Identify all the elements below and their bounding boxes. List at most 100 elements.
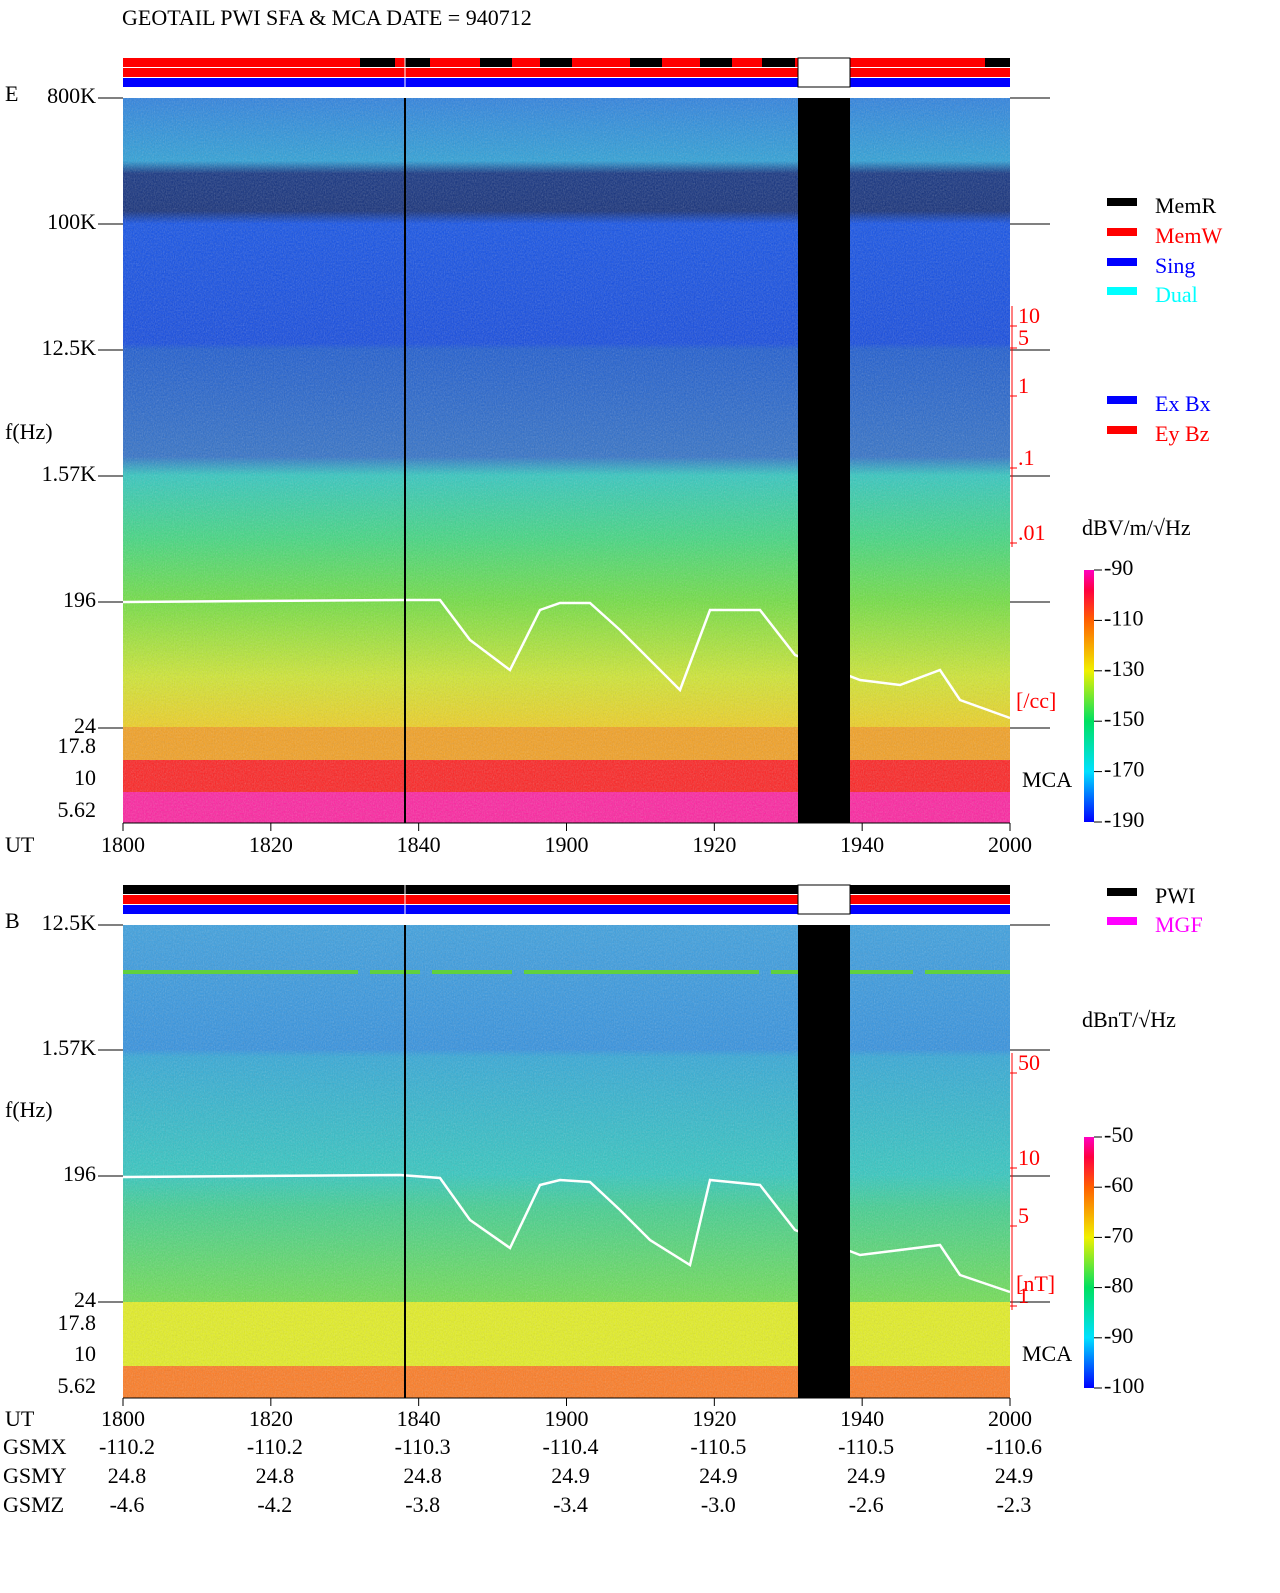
- colorbar-title: dBV/m/√Hz: [1082, 515, 1191, 540]
- colorbar-tick-label: -190: [1104, 807, 1144, 832]
- x-tick-label: 1920: [692, 832, 736, 857]
- orbit-value: -110.6: [986, 1434, 1042, 1459]
- colorbar-tick-label: -90: [1104, 555, 1133, 580]
- x-tick-label: 1800: [101, 832, 145, 857]
- status-bar: [123, 78, 1010, 87]
- legend-label: Ey Bz: [1155, 421, 1210, 446]
- x-tick-label: 1920: [692, 1406, 736, 1431]
- legend-swatch: [1107, 888, 1137, 896]
- colorbar: [1084, 1137, 1094, 1388]
- y-tick-label: 12.5K: [42, 910, 97, 935]
- status-segment: [123, 885, 1010, 894]
- noise: [123, 98, 1010, 823]
- orbit-value: -110.2: [247, 1434, 303, 1459]
- orbit-value: 24.9: [847, 1463, 886, 1488]
- orbit-value: 24.8: [256, 1463, 295, 1488]
- orbit-label: GSMY: [3, 1463, 67, 1488]
- noise: [123, 925, 1010, 1398]
- mca-tick-label: 17.8: [58, 1310, 97, 1335]
- orbit-value: -3.4: [553, 1492, 588, 1517]
- legend-label: MemR: [1155, 193, 1216, 218]
- legend-swatch: [1107, 917, 1137, 925]
- status-segment: [700, 58, 732, 67]
- x-axis-label: UT: [5, 1406, 35, 1431]
- y-tick-label: 196: [63, 587, 96, 612]
- x-tick-label: 2000: [988, 832, 1032, 857]
- legend-label: Ex Bx: [1155, 391, 1211, 416]
- orbit-value: -110.4: [542, 1434, 598, 1459]
- status-gap: [797, 57, 851, 88]
- x-tick-label: 2000: [988, 1406, 1032, 1431]
- density-unit: [/cc]: [1016, 688, 1056, 713]
- mca-tick-label: 10: [74, 765, 96, 790]
- x-tick-label: 1900: [545, 832, 589, 857]
- y-tick-label: 24: [74, 713, 96, 738]
- density-trace: [122, 598, 1011, 720]
- mca-tick-label: 5.62: [58, 797, 97, 822]
- x-tick-label: 1800: [101, 1406, 145, 1431]
- status-segment: [360, 58, 395, 67]
- colorbar-tick-label: -150: [1104, 706, 1144, 731]
- colorbar-tick-label: -70: [1104, 1222, 1133, 1247]
- mca-tick-label: 10: [74, 1341, 96, 1366]
- status-segment: [405, 58, 430, 67]
- density-tick-label: 10: [1018, 1145, 1040, 1170]
- density-tick-label: 50: [1018, 1050, 1040, 1075]
- y-tick-label: 12.5K: [42, 335, 97, 360]
- orbit-label: GSMZ: [3, 1492, 64, 1517]
- status-bar: [123, 905, 1010, 914]
- colorbar-tick-label: -130: [1104, 656, 1144, 681]
- colorbar-tick-label: -60: [1104, 1172, 1133, 1197]
- colorbar-tick-label: -90: [1104, 1323, 1133, 1348]
- legend-swatch: [1107, 396, 1137, 404]
- colorbar: [1084, 570, 1094, 822]
- orbit-value: -110.5: [690, 1434, 746, 1459]
- legend-swatch: [1107, 287, 1137, 295]
- density-tick-label: 5: [1018, 325, 1029, 350]
- x-tick-label: 1840: [397, 832, 441, 857]
- orbit-value: -4.6: [110, 1492, 145, 1517]
- legend-swatch: [1107, 228, 1137, 236]
- orbit-value: 24.9: [699, 1463, 738, 1488]
- orbit-value: -2.6: [849, 1492, 884, 1517]
- legend-swatch: [1107, 198, 1137, 206]
- component-label: B: [5, 908, 20, 933]
- x-tick-label: 1900: [545, 1406, 589, 1431]
- density-tick-label: .1: [1018, 445, 1035, 470]
- component-label: E: [5, 81, 18, 106]
- colorbar-tick-label: -110: [1104, 605, 1144, 630]
- status-segment: [480, 58, 512, 67]
- status-segment: [762, 58, 795, 67]
- mca-label: MCA: [1022, 767, 1072, 792]
- colorbar-tick-label: -170: [1104, 757, 1144, 782]
- data-gap: [798, 925, 850, 1398]
- legend-label: Sing: [1155, 253, 1195, 278]
- x-tick-label: 1840: [397, 1406, 441, 1431]
- orbit-value: -110.2: [99, 1434, 155, 1459]
- orbit-value: 24.9: [551, 1463, 590, 1488]
- orbit-value: -110.3: [395, 1434, 451, 1459]
- density-tick-label: 5: [1018, 1203, 1029, 1228]
- status-segment: [630, 58, 662, 67]
- orbit-value: -2.3: [997, 1492, 1032, 1517]
- colorbar-tick-label: -50: [1104, 1122, 1133, 1147]
- colorbar-title: dBnT/√Hz: [1082, 1007, 1176, 1032]
- density-tick-label: .01: [1018, 520, 1046, 545]
- density-unit: [nT]: [1016, 1271, 1055, 1296]
- orbit-value: -4.2: [257, 1492, 292, 1517]
- y-tick-label: 1.57K: [42, 1035, 97, 1060]
- x-axis-label: UT: [5, 832, 35, 857]
- orbit-value: 24.8: [108, 1463, 147, 1488]
- legend-label: PWI: [1155, 883, 1195, 908]
- density-tick-label: 10: [1018, 303, 1040, 328]
- y-tick-label: 800K: [47, 83, 96, 108]
- status-segment: [985, 58, 1010, 67]
- orbit-value: -3.0: [701, 1492, 736, 1517]
- density-tick-label: 1: [1018, 1283, 1029, 1308]
- y-axis-label: f(Hz): [5, 419, 53, 444]
- density-trace: [122, 1173, 1011, 1294]
- legend-label: MGF: [1155, 912, 1203, 937]
- y-tick-label: 196: [63, 1161, 96, 1186]
- colorbar-tick-label: -100: [1104, 1373, 1144, 1398]
